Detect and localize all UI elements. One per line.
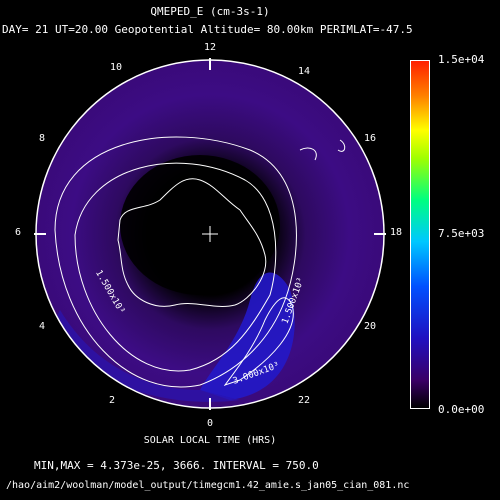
contour-lines [54,136,297,388]
colorbar-mid-label: 7.5e+03 [438,227,485,240]
plot-subtitle: DAY= 21 UT=20.00 Geopotential Altitude= … [2,23,413,36]
hour-label-8: 8 [38,133,46,144]
xaxis-label: SOLAR LOCAL TIME (HRS) [143,435,277,446]
continent-outline [117,139,346,307]
hour-label-12: 12 [203,42,217,53]
hour-ticks [34,58,386,410]
hour-label-16: 16 [363,133,377,144]
contour-inner [223,297,294,386]
polar-cap-fill [120,155,280,295]
colorbar [410,60,430,409]
minmax-readout: MIN,MAX = 4.373e-25, 3666. INTERVAL = 75… [34,459,319,472]
plot-title: QMEPED_E (cm-3s-1) [150,5,270,18]
south-america-tip [299,147,317,161]
colorbar-max-label: 1.5e+04 [438,53,485,66]
mid-value-region [50,310,240,402]
polar-map: 1.500x10³ 1.500x10³ 3.000x10³ [34,58,386,410]
hour-label-2: 2 [108,395,116,406]
hour-label-4: 4 [38,321,46,332]
hour-label-20: 20 [363,321,377,332]
hour-label-10: 10 [109,62,123,73]
hour-label-18: 18 [389,227,403,238]
antarctica-outline [117,178,267,307]
hour-label-6: 6 [14,227,22,238]
island-outline [337,139,346,152]
hour-label-22: 22 [297,395,311,406]
colorbar-min-label: 0.0e+00 [438,403,485,416]
hour-label-14: 14 [297,66,311,77]
high-value-region [200,272,295,400]
file-path: /hao/aim2/woolman/model_output/timegcm1.… [6,480,410,491]
contour-middle [74,162,277,372]
hour-label-0: 0 [206,418,214,429]
center-cross [202,226,218,242]
contour-outer [54,136,297,388]
